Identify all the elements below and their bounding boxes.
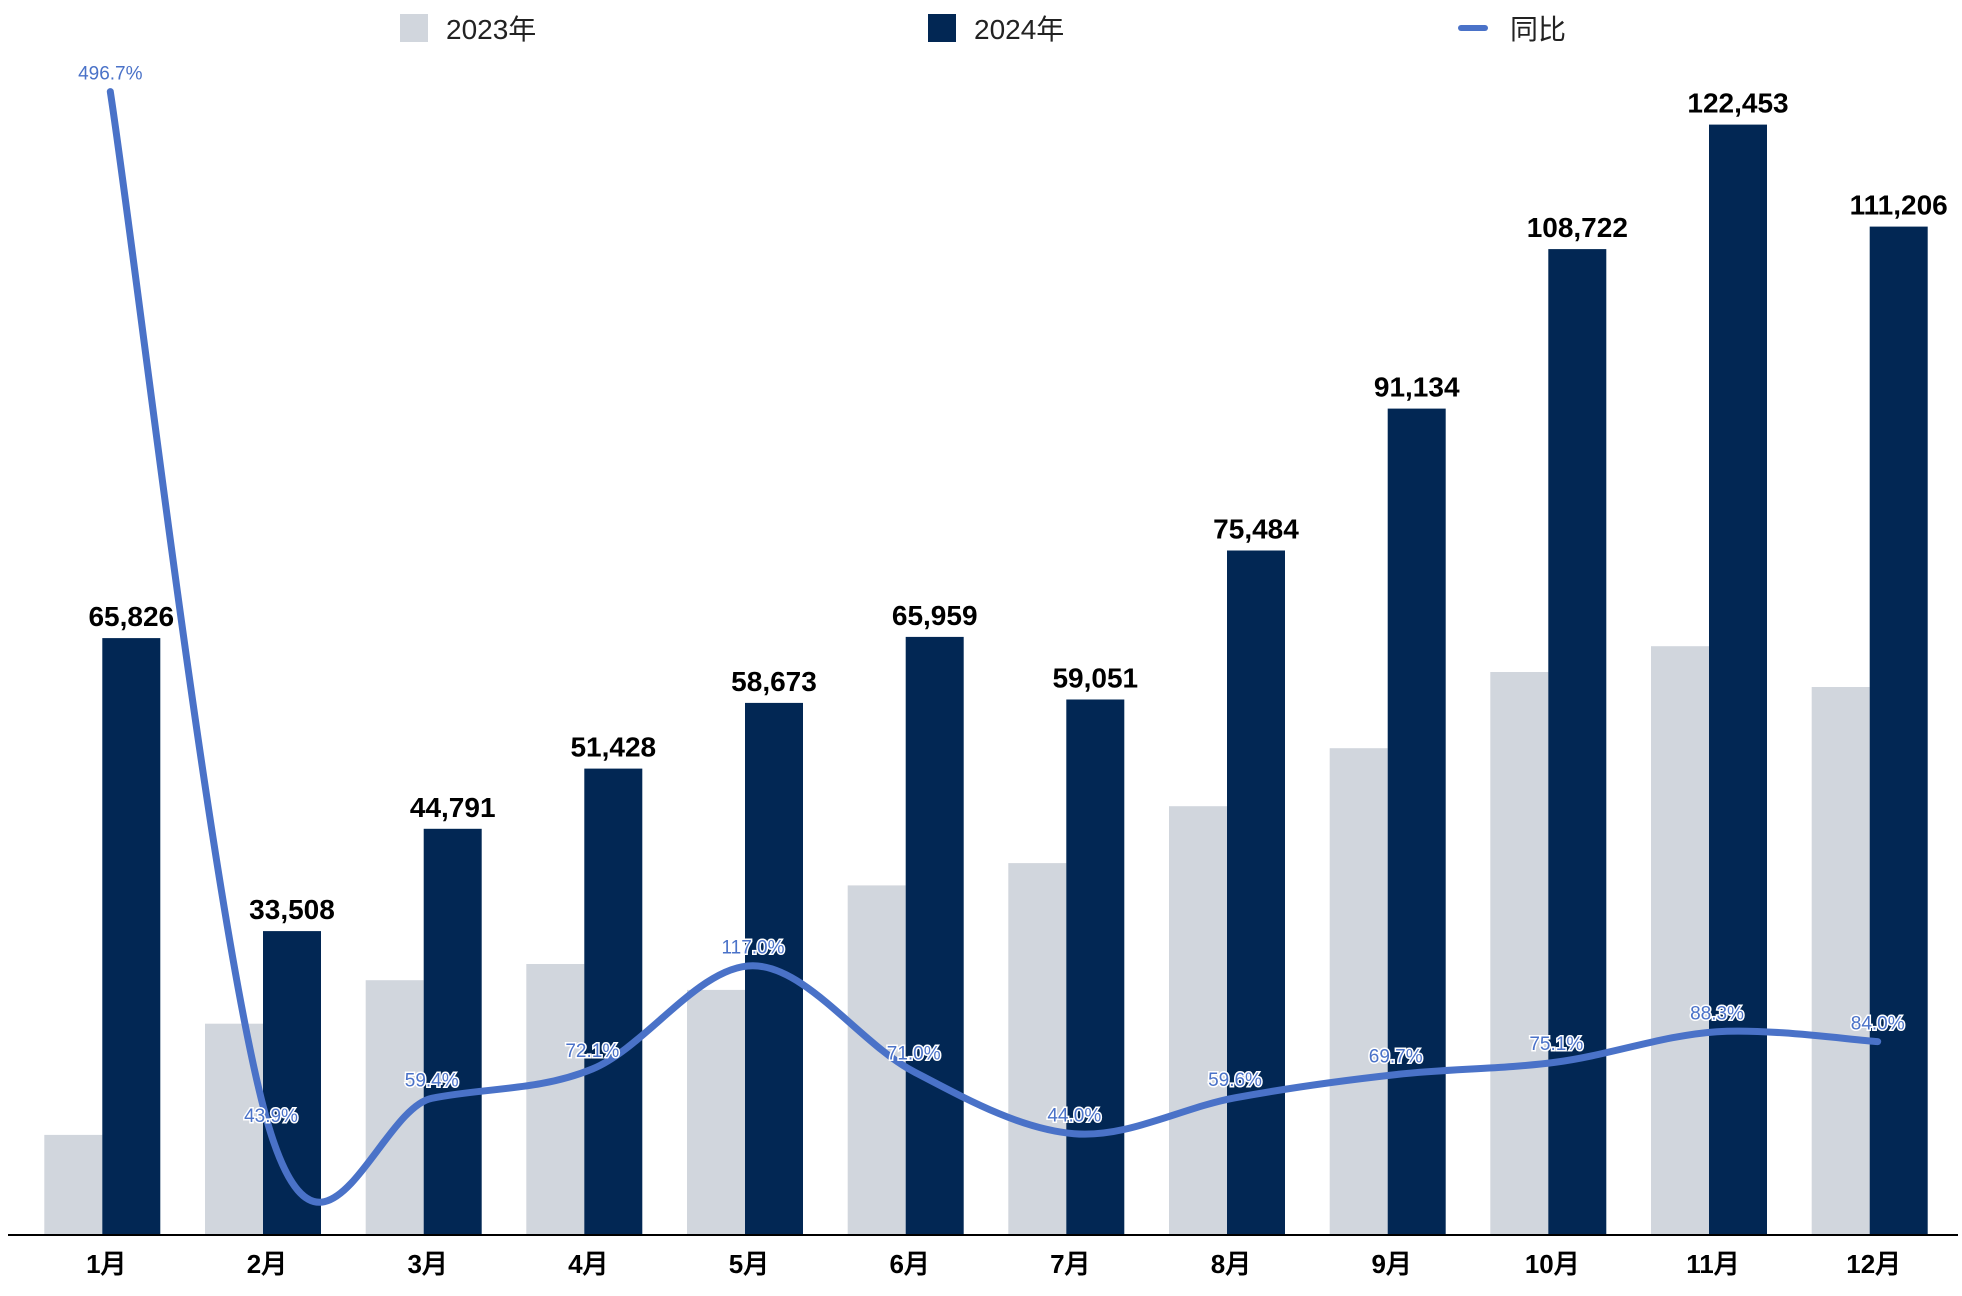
yoy-point-4 <box>589 1066 595 1072</box>
x-tick-label-3: 3月 <box>407 1249 447 1279</box>
legend-label-yoy: 同比 <box>1510 14 1567 45</box>
yoy-point-9 <box>1393 1072 1399 1078</box>
data-label-2024-7: 59,051 <box>1052 663 1138 694</box>
yoy-data-label-12: 84.0% <box>1851 1014 1905 1035</box>
bar-2024-2 <box>263 931 321 1235</box>
bar-2024-8 <box>1227 550 1285 1235</box>
yoy-data-label-2: 43.9% <box>244 1106 298 1127</box>
yoy-data-label-8: 59.6% <box>1208 1070 1262 1091</box>
legend-label-2024: 2024年 <box>974 14 1065 45</box>
x-tick-label-10: 10月 <box>1525 1249 1580 1279</box>
x-tick-label-11: 11月 <box>1686 1249 1740 1279</box>
bar-2024-7 <box>1066 699 1125 1235</box>
data-label-2024-10: 108,722 <box>1527 212 1628 243</box>
legend-line-yoy <box>1458 25 1488 31</box>
yoy-data-label-5: 117.0% <box>721 938 784 959</box>
bar-2023-10 <box>1490 672 1549 1235</box>
bar-2024-1 <box>102 638 161 1235</box>
yoy-data-label-10: 75.1% <box>1529 1034 1583 1055</box>
yoy-data-label-7: 44.0% <box>1047 1106 1101 1127</box>
x-tick-label-7: 7月 <box>1050 1249 1090 1279</box>
data-label-2024-4: 51,428 <box>570 732 656 763</box>
data-label-2024-6: 65,959 <box>892 600 978 631</box>
x-tick-label-5: 5月 <box>729 1249 769 1279</box>
legend-swatch-2024 <box>928 14 956 42</box>
data-label-2024-8: 75,484 <box>1213 514 1299 545</box>
yoy-point-11 <box>1714 1029 1720 1035</box>
yoy-point-10 <box>1553 1059 1559 1065</box>
legend-label-2023: 2023年 <box>446 14 537 45</box>
yoy-point-3 <box>429 1095 435 1101</box>
yoy-data-label-11: 88.3% <box>1690 1004 1744 1025</box>
bar-2023-11 <box>1651 646 1709 1235</box>
bar-2024-11 <box>1709 124 1767 1236</box>
bar-2023-1 <box>44 1134 103 1235</box>
x-tick-label-8: 8月 <box>1211 1249 1251 1279</box>
data-label-2024-12: 111,206 <box>1850 190 1948 221</box>
yoy-data-label-9: 69.7% <box>1369 1047 1423 1068</box>
bar-2024-12 <box>1869 226 1928 1236</box>
bar-2023-12 <box>1811 687 1870 1235</box>
yoy-point-1 <box>107 89 113 95</box>
data-label-2024-11: 122,453 <box>1687 88 1788 119</box>
bar-2023-5 <box>687 989 745 1235</box>
x-tick-label-2: 2月 <box>247 1249 287 1279</box>
bar-2023-9 <box>1329 748 1388 1235</box>
yoy-point-12 <box>1875 1039 1881 1045</box>
legend-item-2024[interactable]: 2024年 <box>928 8 1064 48</box>
bar-2023-7 <box>1008 863 1067 1235</box>
bar-2024-6 <box>905 636 964 1235</box>
yoy-point-8 <box>1232 1095 1238 1101</box>
legend: 2023年 2024年 同比 <box>0 8 1962 48</box>
bar-2024-3 <box>423 828 482 1235</box>
bar-2024-4 <box>584 768 643 1235</box>
yoy-data-label-3: 59.4% <box>405 1070 459 1091</box>
data-label-2024-2: 33,508 <box>249 894 335 925</box>
yoy-point-6 <box>911 1069 917 1075</box>
data-label-2024-5: 58,673 <box>731 666 817 697</box>
bar-2023-4 <box>526 964 585 1235</box>
x-tick-label-4: 4月 <box>568 1249 608 1279</box>
x-tick-label-1: 1月 <box>86 1249 126 1279</box>
x-tick-label-6: 6月 <box>889 1249 929 1279</box>
yoy-data-label-4: 72.1% <box>565 1041 619 1062</box>
yoy-point-2 <box>268 1131 274 1137</box>
yoy-point-5 <box>750 963 756 969</box>
data-label-2024-9: 91,134 <box>1374 372 1460 403</box>
yoy-data-label-6: 71.0% <box>887 1044 941 1065</box>
yoy-data-label-1: 496.7% <box>78 64 143 85</box>
x-tick-label-9: 9月 <box>1371 1249 1411 1279</box>
data-label-2024-3: 44,791 <box>410 792 496 823</box>
bar-2024-9 <box>1387 408 1446 1236</box>
data-label-2024-1: 65,826 <box>88 601 174 632</box>
bar-2023-8 <box>1169 806 1227 1235</box>
yoy-point-7 <box>1071 1131 1077 1137</box>
x-tick-label-12: 12月 <box>1846 1249 1901 1279</box>
legend-item-2023[interactable]: 2023年 <box>400 8 536 48</box>
yoy-line <box>106 88 1882 1206</box>
legend-swatch-2023 <box>400 14 428 42</box>
legend-item-yoy[interactable]: 同比 <box>1458 8 1566 48</box>
bar-2024-10 <box>1548 249 1607 1236</box>
